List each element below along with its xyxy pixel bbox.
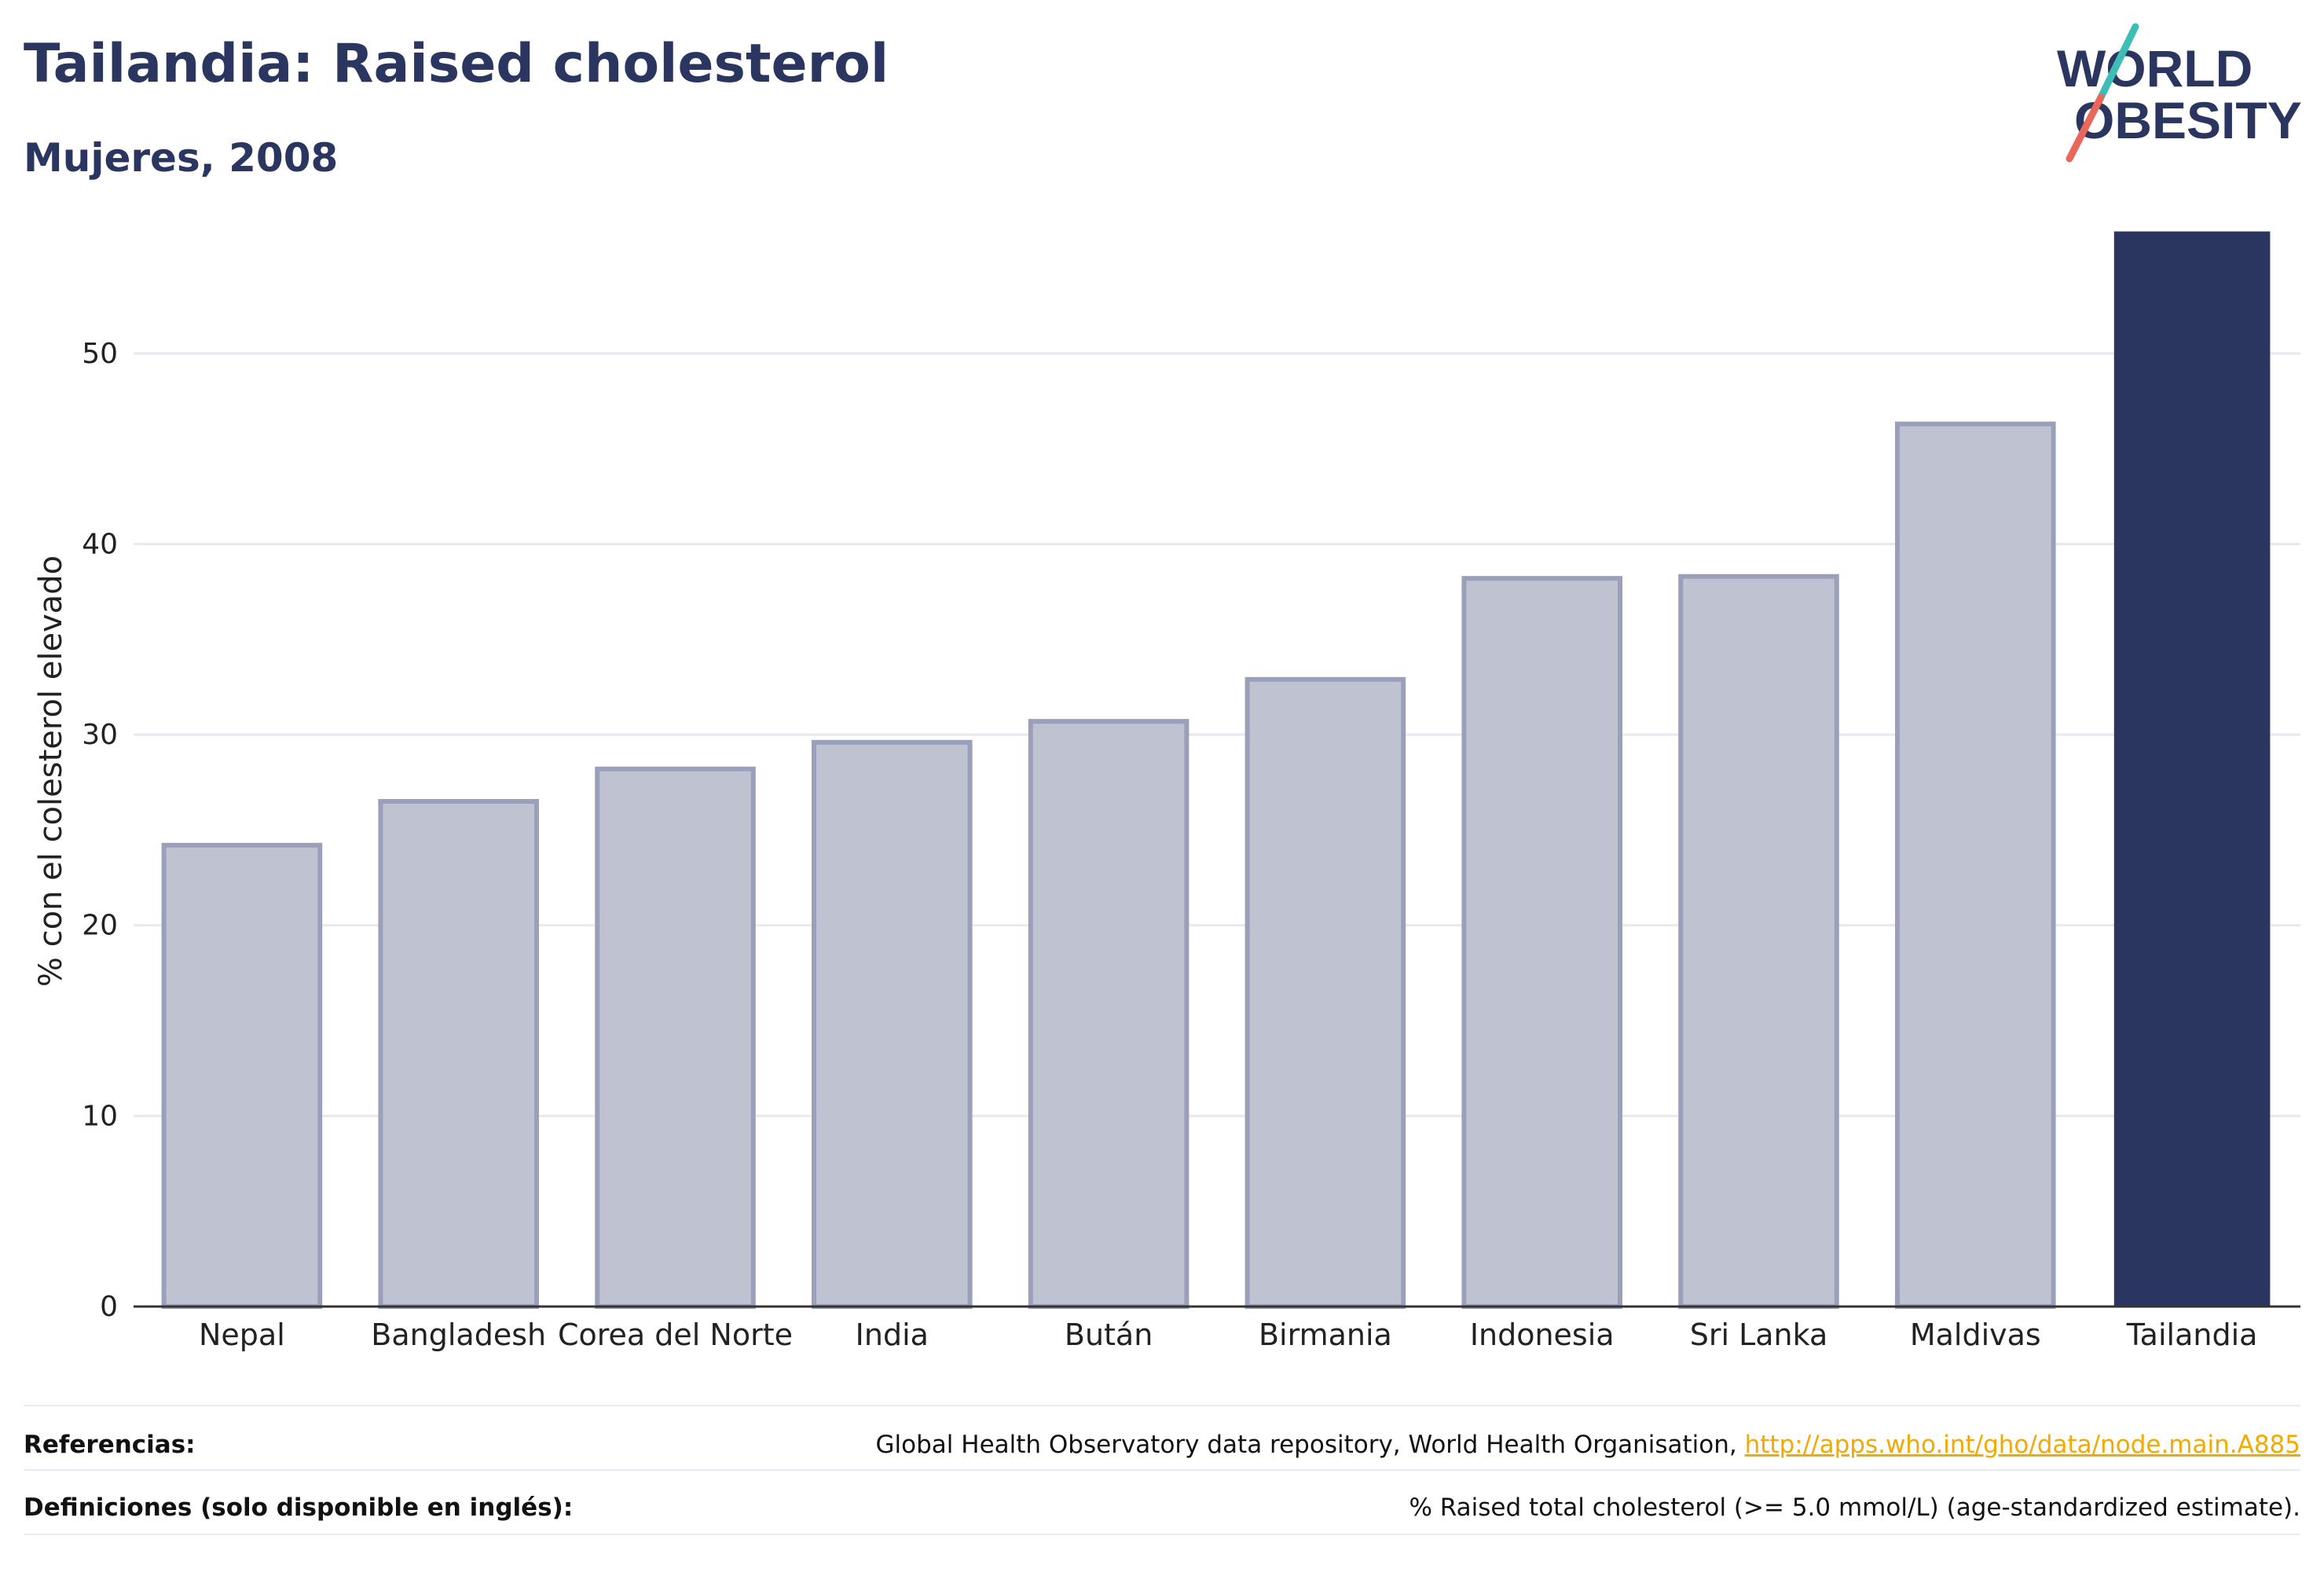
references-row: Referencias: Global Health Observatory d… (24, 1414, 2300, 1475)
x-tick-label: Corea del Norte (558, 1318, 793, 1352)
y-tick-label: 10 (82, 1100, 118, 1132)
bar-birmania (1244, 676, 1406, 1309)
bar-sri-lanka (1678, 574, 1839, 1309)
chart-subtitle: Mujeres, 2008 (24, 135, 339, 181)
bar-bangladesh (378, 799, 539, 1309)
bar-maldivas (1895, 421, 2056, 1309)
references-value: Global Health Observatory data repositor… (876, 1431, 2300, 1459)
bar-chart: 0 10 20 30 40 50 Nepal Bangladesh Corea del Nort… (33, 231, 2300, 1352)
x-tick-label: Birmania (1259, 1318, 1392, 1352)
footer-divider-bottom (24, 1534, 2300, 1535)
chart-title: Tailandia: Raised cholesterol (24, 33, 889, 95)
logo-slash-bottom (2066, 93, 2105, 163)
bar-nepal (161, 842, 323, 1309)
y-tick-label: 0 (100, 1291, 118, 1323)
y-tick-label: 40 (82, 528, 118, 560)
definitions-label: Definiciones (solo disponible en inglés)… (24, 1494, 574, 1522)
footer-divider-middle (24, 1469, 2300, 1471)
definitions-row: Definiciones (solo disponible en inglés)… (24, 1477, 2300, 1538)
references-link[interactable]: http://apps.who.int/gho/data/node.main.A… (1744, 1431, 2300, 1459)
x-tick-label: Sri Lanka (1690, 1318, 1828, 1352)
y-tick-label: 50 (82, 338, 118, 370)
logo-slash-top (2097, 23, 2139, 101)
bar-tailandia (2113, 231, 2271, 1307)
x-tick-label: India (856, 1318, 929, 1352)
logo-word-world: WORLD (2057, 39, 2253, 97)
x-tick-label: Maldivas (1910, 1318, 2041, 1352)
x-tick-label: Indonesia (1470, 1318, 1615, 1352)
definitions-text: % Raised total cholesterol (>= 5.0 mmol/… (1409, 1494, 2300, 1522)
bar-corea-del-norte (595, 766, 756, 1309)
x-tick-label: Bután (1065, 1318, 1153, 1352)
y-tick-label: 30 (82, 719, 118, 751)
y-axis-label: % con el colesterol elevado (33, 555, 69, 987)
y-tick-label: 20 (82, 910, 118, 942)
x-tick-label: Nepal (199, 1318, 285, 1352)
footer-divider-top (24, 1405, 2300, 1406)
x-tick-label: Tailandia (2126, 1318, 2258, 1352)
references-text: Global Health Observatory data repositor… (875, 1431, 1745, 1459)
x-tick-label: Bangladesh (371, 1318, 546, 1352)
bar-indonesia (1461, 576, 1622, 1309)
bar-but-n (1028, 719, 1189, 1309)
logo-word-obesity: OBESITY (2074, 91, 2302, 149)
references-label: Referencias: (24, 1431, 196, 1459)
world-obesity-logo: WORLD OBESITY (2057, 23, 2302, 163)
bar-india (812, 739, 973, 1309)
